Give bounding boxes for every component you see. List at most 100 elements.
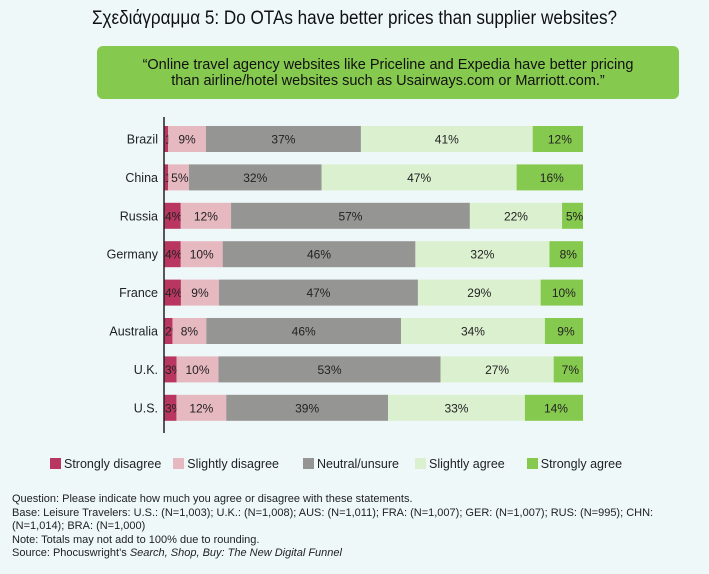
- data-label: 46%: [307, 248, 331, 262]
- bar-segment: [172, 318, 207, 344]
- bar-segment: [469, 202, 563, 229]
- bar-segment: [164, 126, 169, 152]
- bar-segment: [164, 318, 173, 344]
- data-label: 9%: [557, 325, 575, 339]
- bar-segment: [553, 356, 583, 383]
- data-label: 4%: [165, 248, 183, 262]
- bar-segment: [360, 126, 533, 152]
- legend-item: Strongly agree: [526, 457, 623, 471]
- data-label: 33%: [444, 401, 468, 415]
- legend-swatch: [50, 458, 61, 469]
- bar-segment: [164, 202, 181, 229]
- legend-item: Slightly disagree: [173, 457, 279, 471]
- category-label: France: [119, 286, 158, 300]
- data-label: 4%: [165, 209, 183, 223]
- bar-segment: [168, 164, 189, 191]
- bar-segment: [388, 394, 525, 421]
- data-label: 4%: [165, 286, 183, 300]
- data-label: 5%: [566, 209, 584, 223]
- data-label: 47%: [407, 171, 431, 185]
- data-label: 46%: [292, 325, 316, 339]
- bar-segment: [205, 126, 361, 152]
- data-label: 34%: [461, 325, 485, 339]
- legend-item: Neutral/unsure: [303, 457, 399, 471]
- quote-line-2: than airline/hotel websites such as Usai…: [171, 72, 605, 89]
- legend-label: Slightly agree: [429, 457, 505, 471]
- data-label: 12%: [189, 401, 213, 415]
- legend-label: Strongly agree: [540, 457, 623, 471]
- legend-item: Strongly disagree: [50, 457, 161, 471]
- data-label: 9%: [178, 133, 196, 147]
- bar-segment: [188, 164, 322, 191]
- category-label: Brazil: [127, 133, 158, 147]
- statement-quote-box: “Online travel agency websites like Pric…: [97, 46, 679, 99]
- data-label: 32%: [470, 248, 494, 262]
- bar-segment: [219, 279, 418, 306]
- bar-segment: [231, 202, 470, 229]
- footnote-base: Base: Leisure Travelers: U.S.: (N=1,003)…: [12, 506, 654, 533]
- legend-item: Slightly agree: [415, 457, 505, 471]
- bar-segment: [417, 279, 541, 306]
- data-label: 12%: [194, 209, 218, 223]
- bar-segment: [321, 164, 517, 191]
- data-label: 29%: [467, 286, 491, 300]
- legend-label: Strongly disagree: [64, 457, 162, 471]
- legend-label: Neutral/unsure: [317, 457, 399, 471]
- bar-segment: [180, 241, 223, 268]
- bar-segment: [176, 356, 219, 383]
- bar-segment: [544, 318, 583, 344]
- data-label: 9%: [191, 286, 209, 300]
- category-label: Russia: [120, 209, 158, 223]
- bar-segment: [226, 394, 389, 421]
- footnote-source: Source: Phocuswright’s Search, Shop, Buy…: [12, 547, 702, 561]
- data-label: 37%: [271, 133, 295, 147]
- category-label: China: [125, 171, 158, 185]
- data-label: 7%: [562, 363, 580, 377]
- data-label: 10%: [552, 286, 576, 300]
- source-prefix: Source: Phocuswright’s: [12, 547, 130, 559]
- category-label: Australia: [109, 325, 158, 339]
- bar-segment: [562, 202, 583, 229]
- category-label: Germany: [107, 248, 159, 262]
- quote-line-1: “Online travel agency websites like Pric…: [142, 56, 634, 73]
- bar-segment: [532, 126, 583, 152]
- data-label: 16%: [540, 171, 564, 185]
- data-label: 41%: [435, 133, 459, 147]
- legend-swatch: [303, 458, 314, 469]
- data-label: 22%: [504, 209, 528, 223]
- bar-segment: [218, 356, 441, 383]
- category-label: U.K.: [134, 363, 158, 377]
- data-label: 14%: [544, 401, 568, 415]
- data-label: 5%: [171, 171, 189, 185]
- legend: Strongly disagree Slightly disagree Neutra…: [50, 457, 622, 471]
- data-label: 53%: [317, 363, 341, 377]
- data-label: 57%: [338, 209, 362, 223]
- data-label: 10%: [190, 248, 214, 262]
- bar-segment: [440, 356, 554, 383]
- stacked-bar-chart: Brazil1%9%37%41%12%China1%5%32%47%16%Rus…: [107, 117, 584, 433]
- data-label: 32%: [243, 171, 267, 185]
- bar-segment: [164, 241, 181, 268]
- data-label: 12%: [548, 133, 572, 147]
- bar-segment: [168, 126, 206, 152]
- footnote-question: Question: Please indicate how much you a…: [12, 493, 413, 505]
- legend-swatch: [415, 458, 426, 469]
- bar-segment: [180, 202, 232, 229]
- data-label: 8%: [560, 248, 578, 262]
- bar-segment: [206, 318, 402, 344]
- bar-segment: [540, 279, 583, 306]
- legend-swatch: [526, 458, 538, 469]
- data-label: 47%: [306, 286, 330, 300]
- source-title: Search, Shop, Buy: The New Digital Funne…: [129, 547, 342, 559]
- bar-segment: [415, 241, 550, 268]
- legend-label: Slightly disagree: [187, 457, 279, 471]
- footnote-note: Note: Totals may not add to 100% due to …: [12, 533, 260, 546]
- data-label: 10%: [186, 363, 210, 377]
- bar-segment: [164, 164, 169, 191]
- bar-segment: [180, 279, 220, 306]
- bar-segment: [164, 279, 181, 306]
- bar-segment: [176, 394, 227, 421]
- data-label: 8%: [181, 325, 199, 339]
- chart-title: Σχεδιάγραμμα 5: Do OTAs have better pric…: [91, 8, 618, 29]
- legend-swatch: [173, 458, 185, 469]
